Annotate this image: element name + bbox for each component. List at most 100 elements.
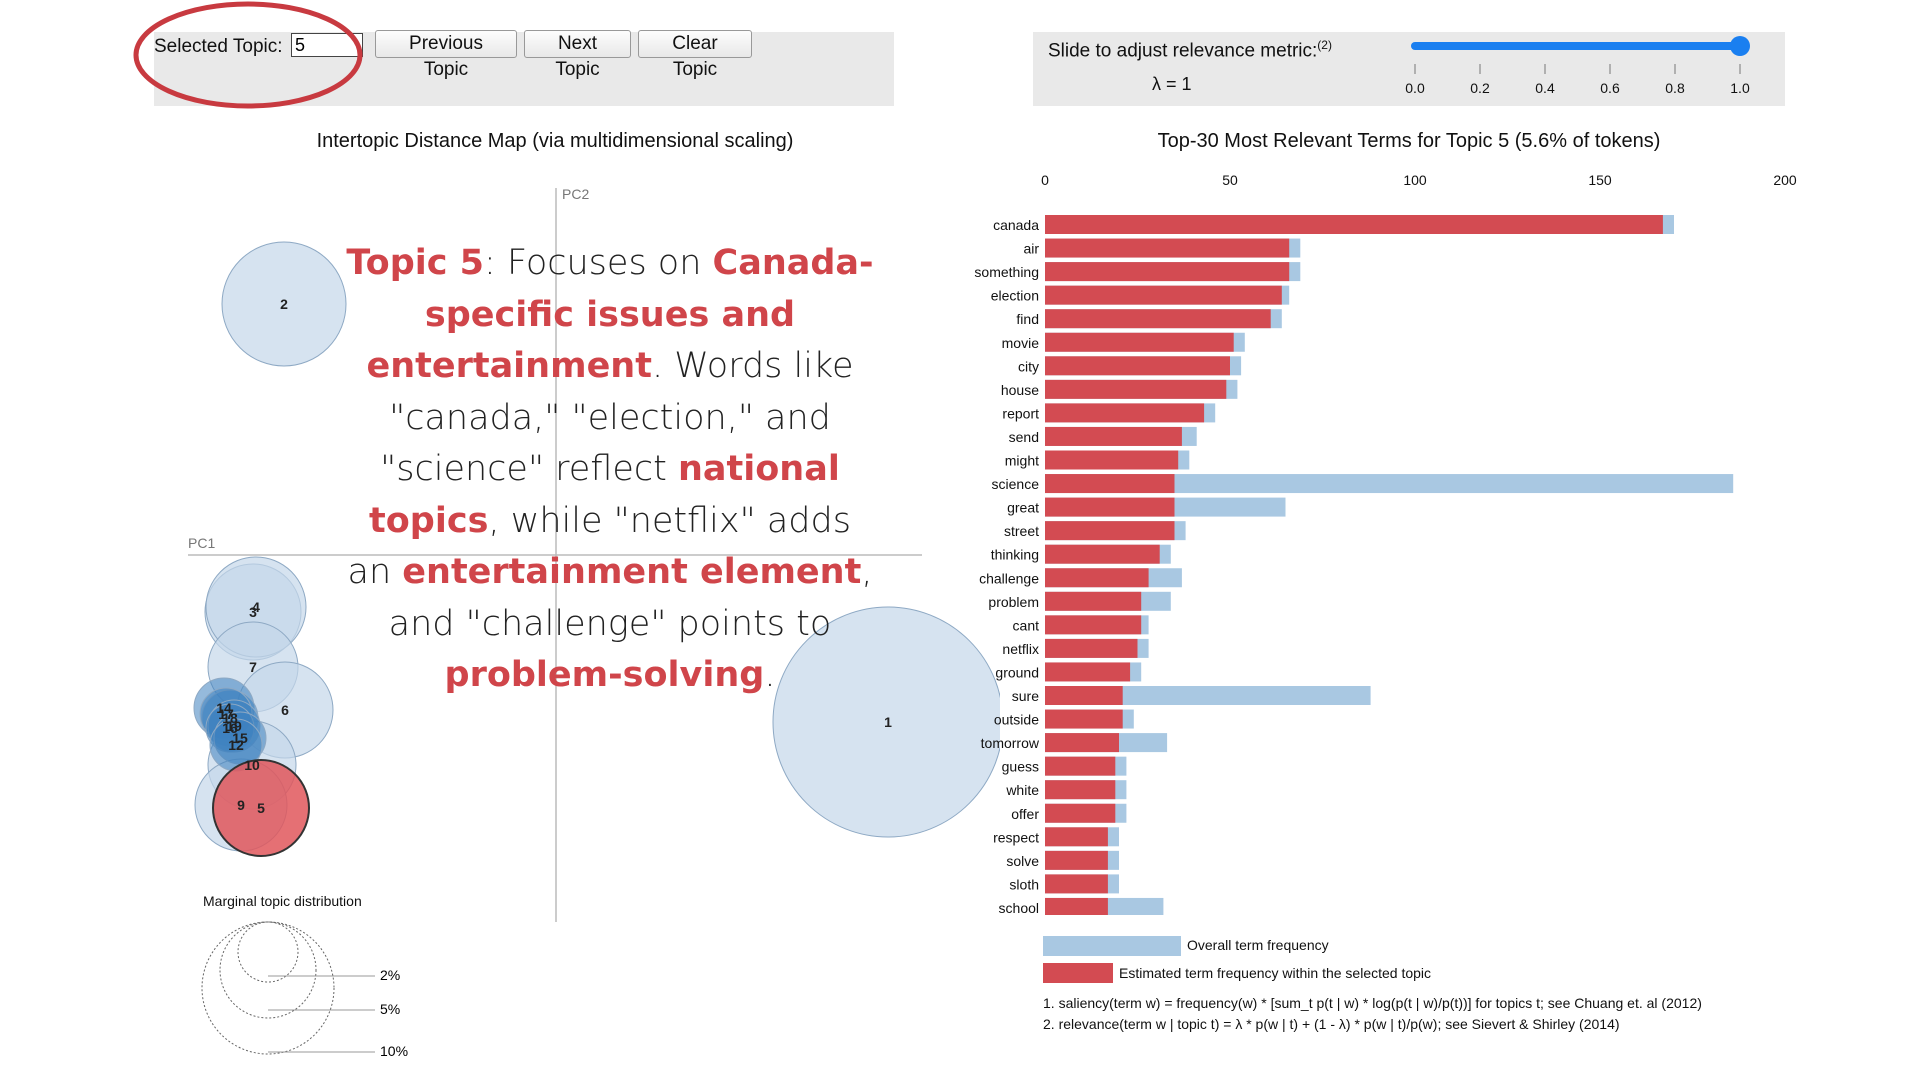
term-label-tomorrow[interactable]: tomorrow bbox=[981, 735, 1040, 751]
bar-topic-city[interactable] bbox=[1045, 356, 1230, 376]
relevance-footnote-mark: (2) bbox=[1317, 38, 1332, 52]
topic-label-6: 6 bbox=[281, 702, 289, 718]
slider-tick-label: 0.4 bbox=[1535, 80, 1555, 96]
bar-topic-netflix[interactable] bbox=[1045, 638, 1138, 658]
slider-handle[interactable] bbox=[1730, 36, 1750, 56]
bar-topic-guess[interactable] bbox=[1045, 756, 1116, 776]
topic-label-15: 15 bbox=[232, 730, 248, 746]
bar-overall-sure[interactable] bbox=[1045, 686, 1371, 705]
slider-tick-label: 0.8 bbox=[1665, 80, 1685, 96]
bar-topic-science[interactable] bbox=[1045, 474, 1175, 494]
topic-bubble-5[interactable] bbox=[212, 759, 310, 857]
clear-topic-button[interactable]: Clear Topic bbox=[638, 30, 752, 80]
bar-topic-sure[interactable] bbox=[1045, 686, 1123, 705]
bar-topic-election[interactable] bbox=[1045, 285, 1282, 305]
marginal-circle-2pct bbox=[237, 921, 299, 983]
next-topic-button[interactable]: Next Topic bbox=[524, 30, 631, 80]
term-label-canada[interactable]: canada bbox=[993, 217, 1039, 233]
bar-topic-challenge[interactable] bbox=[1045, 568, 1149, 588]
marginal-legend bbox=[201, 921, 335, 1055]
term-label-movie[interactable]: movie bbox=[1002, 335, 1040, 351]
bar-topic-send[interactable] bbox=[1045, 426, 1182, 446]
footnote-relevance: 2. relevance(term w | topic t) = λ * p(w… bbox=[1043, 1016, 1620, 1032]
bar-topic-offer[interactable] bbox=[1045, 803, 1116, 823]
term-label-sloth[interactable]: sloth bbox=[1009, 876, 1039, 892]
topic-label-12: 12 bbox=[228, 737, 244, 753]
term-label-offer[interactable]: offer bbox=[1011, 806, 1039, 822]
legend-topic-label: Estimated term frequency within the sele… bbox=[1119, 965, 1432, 981]
topic-label-18: 18 bbox=[222, 710, 238, 726]
term-label-election[interactable]: election bbox=[991, 288, 1039, 304]
bar-topic-solve[interactable] bbox=[1045, 850, 1108, 870]
marginal-title: Marginal topic distribution bbox=[203, 893, 362, 909]
term-label-science[interactable]: science bbox=[992, 476, 1040, 492]
previous-topic-button[interactable]: Previous Topic bbox=[375, 30, 517, 80]
term-label-ground[interactable]: ground bbox=[995, 664, 1039, 680]
term-label-city[interactable]: city bbox=[1018, 358, 1039, 374]
bar-topic-house[interactable] bbox=[1045, 379, 1227, 399]
term-label-report[interactable]: report bbox=[1002, 405, 1039, 421]
bar-topic-tomorrow[interactable] bbox=[1045, 733, 1119, 753]
bar-topic-cant[interactable] bbox=[1045, 615, 1142, 635]
highlight-ellipse bbox=[133, 1, 363, 109]
term-label-something[interactable]: something bbox=[974, 264, 1039, 280]
bar-topic-outside[interactable] bbox=[1045, 709, 1123, 729]
relevance-label-text: Slide to adjust relevance metric: bbox=[1048, 40, 1318, 62]
bar-topic-something[interactable] bbox=[1045, 262, 1290, 282]
pc1-label: PC1 bbox=[188, 535, 215, 551]
bar-topic-might[interactable] bbox=[1045, 450, 1179, 470]
bar-topic-school[interactable] bbox=[1045, 897, 1108, 915]
topic-bubble-2[interactable] bbox=[221, 241, 347, 367]
term-label-white[interactable]: white bbox=[1005, 782, 1039, 798]
term-label-challenge[interactable]: challenge bbox=[979, 570, 1039, 586]
bar-topic-find[interactable] bbox=[1045, 309, 1271, 329]
term-label-solve[interactable]: solve bbox=[1006, 853, 1039, 869]
bar-topic-white[interactable] bbox=[1045, 780, 1116, 800]
footnote-saliency: 1. saliency(term w) = frequency(w) * [su… bbox=[1043, 995, 1702, 1011]
bar-topic-problem[interactable] bbox=[1045, 591, 1142, 611]
bar-topic-thinking[interactable] bbox=[1045, 544, 1160, 564]
bar-topic-canada[interactable] bbox=[1045, 215, 1663, 234]
relevance-slider[interactable]: 0.0 0.2 0.4 0.6 0.8 1.0 bbox=[1395, 30, 1765, 100]
legend-topic-swatch bbox=[1043, 963, 1113, 983]
term-label-problem[interactable]: problem bbox=[988, 594, 1039, 610]
bar-topic-report[interactable] bbox=[1045, 403, 1205, 423]
term-label-sure[interactable]: sure bbox=[1012, 688, 1039, 704]
annotation-text-3: , while "netflix" adds an bbox=[347, 500, 851, 593]
annotation-highlight-4: problem-solving bbox=[444, 655, 765, 695]
bar-topic-street[interactable] bbox=[1045, 521, 1175, 541]
bar-topic-respect[interactable] bbox=[1045, 827, 1108, 847]
annotation-text-2: . Words like "canada," "election," and "… bbox=[380, 346, 854, 489]
topic-bubble-1[interactable] bbox=[772, 606, 1000, 838]
term-label-cant[interactable]: cant bbox=[1013, 617, 1040, 633]
term-label-thinking[interactable]: thinking bbox=[991, 547, 1039, 563]
topic-label-19: 19 bbox=[226, 718, 242, 734]
bar-topic-ground[interactable] bbox=[1045, 662, 1131, 682]
bar-topic-movie[interactable] bbox=[1045, 332, 1234, 352]
bar-topic-air[interactable] bbox=[1045, 238, 1290, 258]
bar-topic-sloth[interactable] bbox=[1045, 874, 1108, 894]
term-label-school[interactable]: school bbox=[999, 900, 1039, 915]
term-label-air[interactable]: air bbox=[1023, 241, 1039, 257]
term-label-might[interactable]: might bbox=[1005, 453, 1039, 469]
slider-tick-label: 0.6 bbox=[1600, 80, 1620, 96]
legend-overall-swatch bbox=[1043, 936, 1181, 956]
term-label-respect[interactable]: respect bbox=[993, 829, 1039, 845]
topic-label-2: 2 bbox=[280, 296, 288, 312]
term-label-house[interactable]: house bbox=[1001, 382, 1039, 398]
term-label-guess[interactable]: guess bbox=[1002, 759, 1039, 775]
term-label-find[interactable]: find bbox=[1016, 311, 1039, 327]
term-label-netflix[interactable]: netflix bbox=[1002, 641, 1039, 657]
bar-topic-great[interactable] bbox=[1045, 497, 1175, 517]
legend-overall-label: Overall term frequency bbox=[1187, 937, 1329, 953]
topic-label-16: 16 bbox=[222, 720, 238, 736]
annotation-text-1: : Focuses on bbox=[484, 243, 713, 283]
term-label-great[interactable]: great bbox=[1007, 500, 1039, 516]
topic-label-17: 17 bbox=[218, 706, 234, 722]
term-label-send[interactable]: send bbox=[1009, 429, 1039, 445]
bar-overall-science[interactable] bbox=[1045, 474, 1734, 494]
annotation-topic-name: Topic 5 bbox=[346, 243, 485, 283]
term-label-outside[interactable]: outside bbox=[994, 712, 1039, 728]
term-label-street[interactable]: street bbox=[1004, 523, 1039, 539]
